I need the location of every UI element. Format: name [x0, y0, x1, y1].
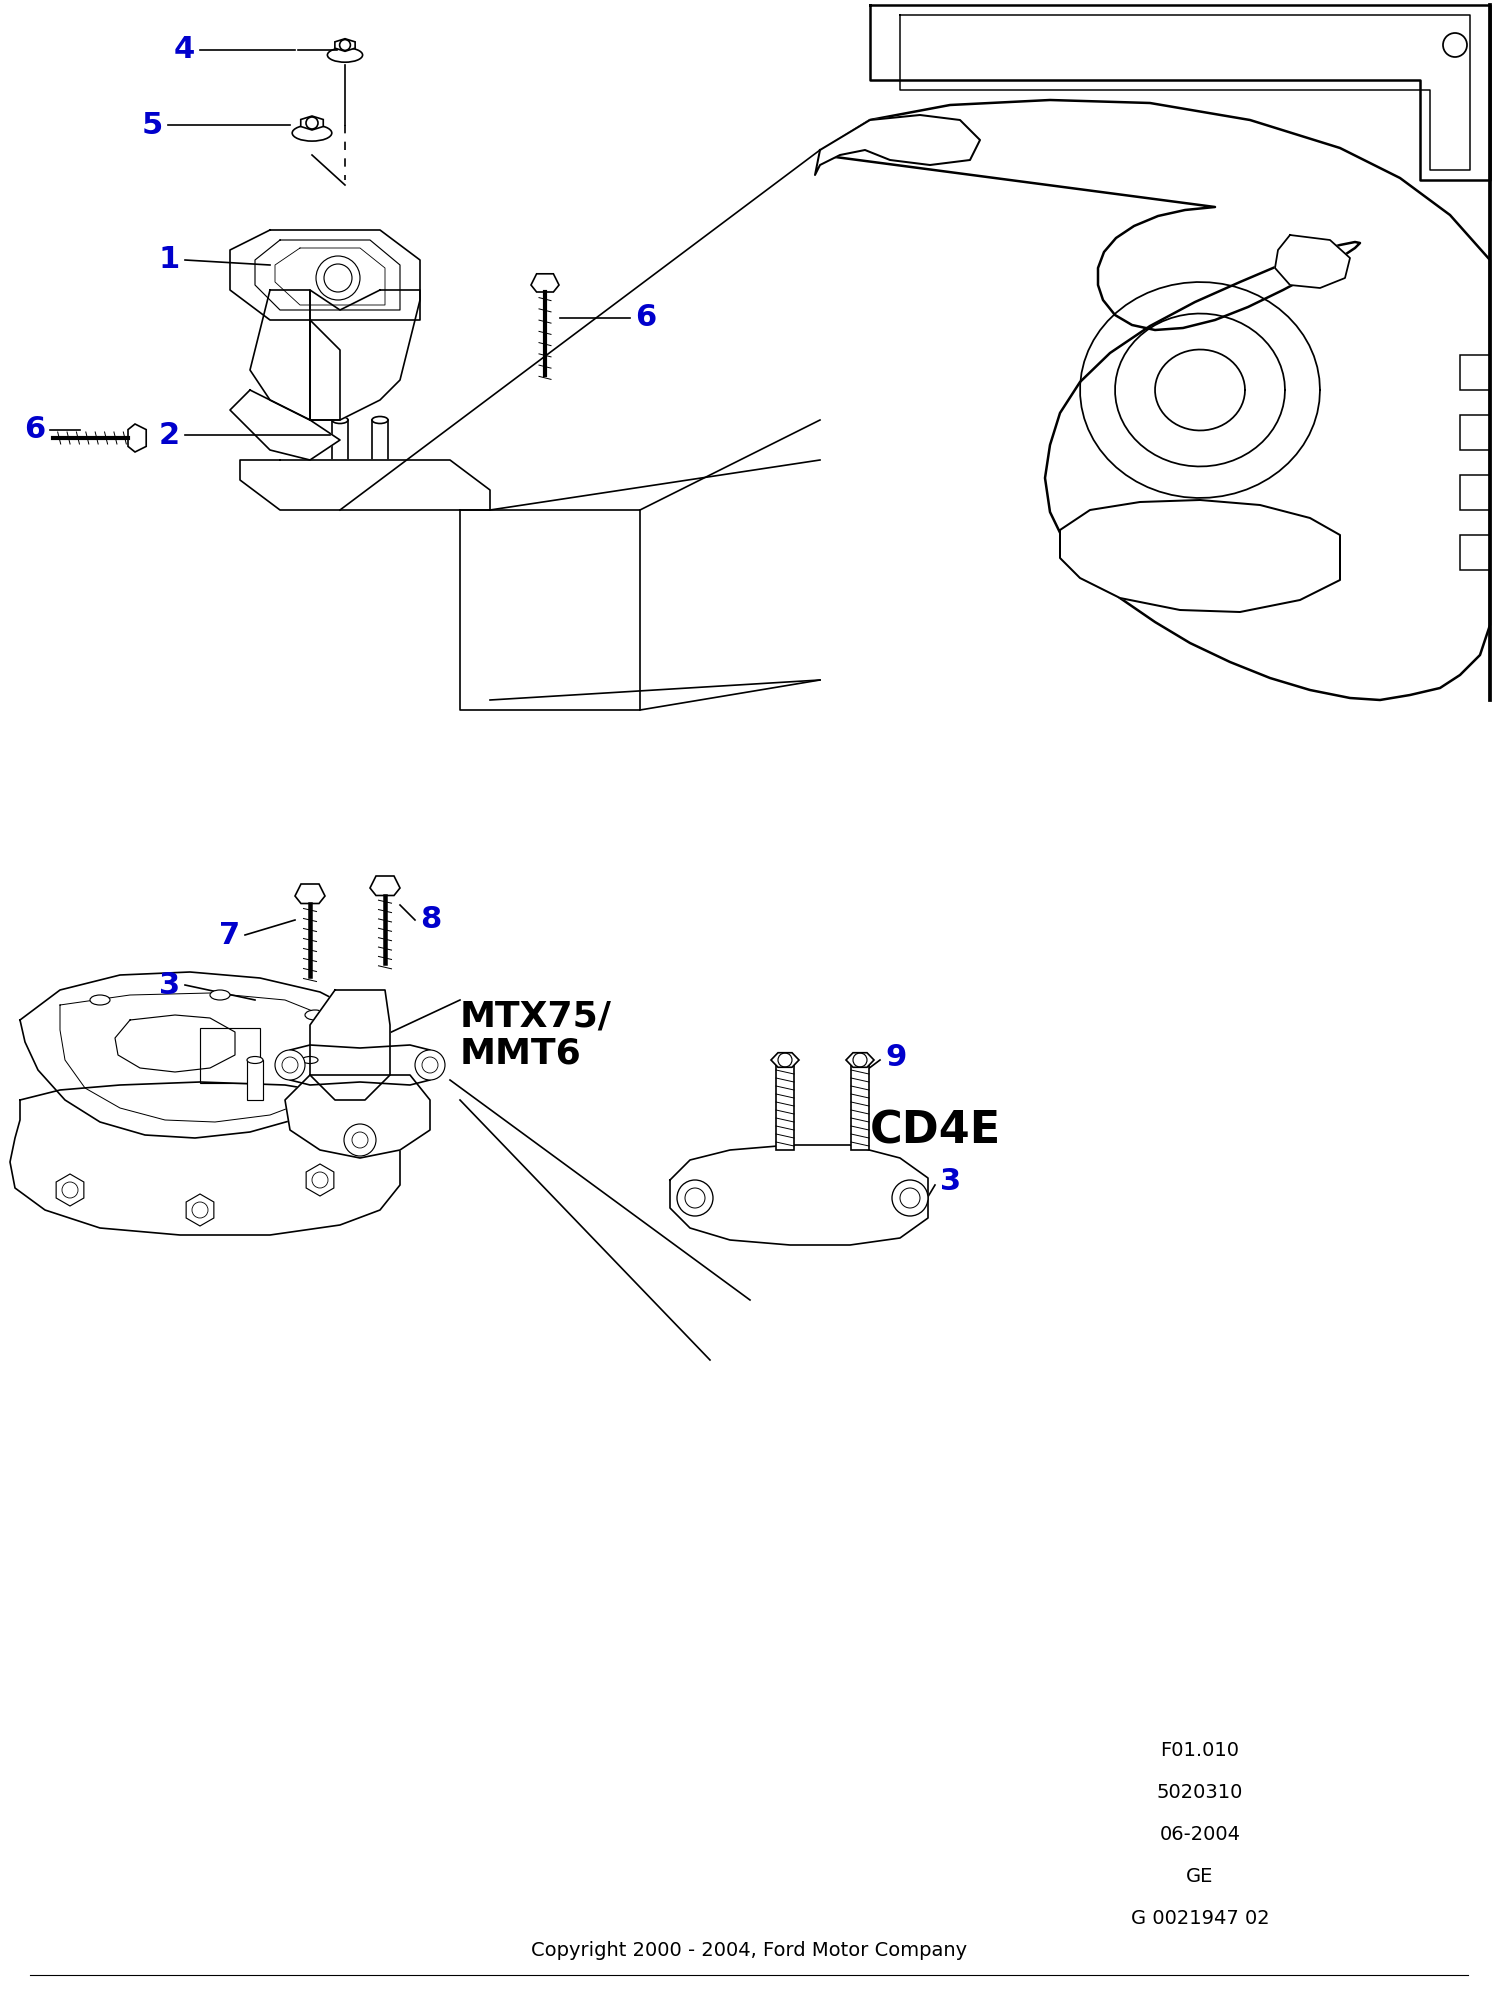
Text: 5020310: 5020310 [1156, 1782, 1243, 1802]
Text: 5: 5 [142, 110, 163, 140]
Polygon shape [310, 990, 389, 1100]
Ellipse shape [303, 1056, 318, 1064]
Polygon shape [285, 1076, 430, 1158]
Polygon shape [310, 320, 340, 420]
Text: 06-2004: 06-2004 [1159, 1824, 1240, 1844]
Ellipse shape [372, 416, 388, 424]
Ellipse shape [328, 48, 363, 62]
Polygon shape [846, 1052, 873, 1068]
Ellipse shape [292, 124, 331, 142]
Bar [1461, 416, 1491, 450]
Text: CD4E: CD4E [870, 1110, 1001, 1152]
Circle shape [345, 1124, 376, 1156]
Ellipse shape [90, 994, 109, 1004]
Polygon shape [115, 1016, 235, 1072]
Text: 6: 6 [24, 416, 45, 444]
Ellipse shape [306, 1010, 325, 1020]
Text: 1: 1 [159, 246, 180, 274]
Text: G 0021947 02: G 0021947 02 [1131, 1908, 1269, 1928]
Polygon shape [301, 116, 324, 130]
Polygon shape [231, 230, 419, 320]
Polygon shape [295, 884, 325, 904]
Text: 6: 6 [635, 304, 656, 332]
Bar [851, 1060, 869, 1150]
Polygon shape [771, 1052, 798, 1068]
Text: 7: 7 [219, 920, 240, 950]
Polygon shape [1061, 500, 1341, 612]
Polygon shape [280, 1044, 440, 1084]
Bar [333, 420, 348, 474]
Polygon shape [819, 100, 1491, 700]
Polygon shape [336, 38, 355, 52]
Text: MTX75/
MMT6: MTX75/ MMT6 [460, 1000, 613, 1070]
Ellipse shape [210, 990, 231, 1000]
Bar [1461, 474, 1491, 510]
Text: Copyright 2000 - 2004, Ford Motor Company: Copyright 2000 - 2004, Ford Motor Compan… [530, 1940, 968, 1960]
Polygon shape [670, 1144, 927, 1244]
Text: 9: 9 [885, 1044, 906, 1072]
Bar [201, 1028, 261, 1084]
Polygon shape [1275, 234, 1350, 288]
Text: 2: 2 [159, 420, 180, 450]
Polygon shape [231, 390, 340, 460]
Text: GE: GE [1186, 1866, 1213, 1886]
Polygon shape [250, 290, 310, 420]
Bar [372, 420, 388, 474]
Ellipse shape [247, 1056, 264, 1064]
Polygon shape [815, 114, 980, 176]
Bar [1461, 534, 1491, 570]
Text: 3: 3 [159, 970, 180, 1000]
Circle shape [415, 1050, 445, 1080]
Bar [1461, 356, 1491, 390]
Bar [247, 1060, 264, 1100]
Bar [303, 1060, 318, 1100]
Polygon shape [19, 972, 370, 1138]
Text: F01.010: F01.010 [1161, 1740, 1239, 1760]
Polygon shape [310, 290, 419, 420]
Ellipse shape [333, 472, 348, 478]
Ellipse shape [372, 472, 388, 478]
Polygon shape [240, 460, 490, 510]
Text: 8: 8 [419, 906, 442, 934]
Polygon shape [127, 424, 147, 452]
Circle shape [276, 1050, 306, 1080]
Polygon shape [870, 4, 1491, 180]
Text: 3: 3 [941, 1168, 962, 1196]
Polygon shape [370, 876, 400, 896]
Text: 4: 4 [174, 36, 195, 64]
Bar [776, 1060, 794, 1150]
Polygon shape [10, 1082, 400, 1234]
Circle shape [891, 1180, 927, 1216]
Polygon shape [530, 274, 559, 292]
Ellipse shape [333, 416, 348, 424]
Circle shape [677, 1180, 713, 1216]
